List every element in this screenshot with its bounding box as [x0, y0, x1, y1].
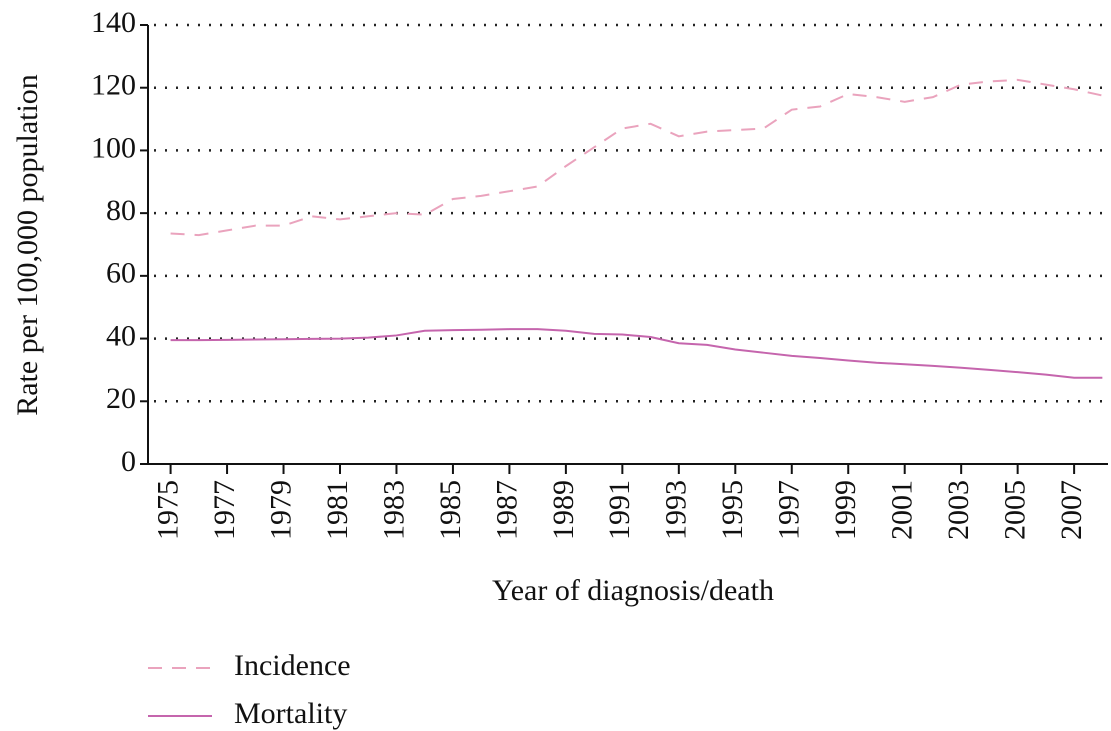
- x-tick-label: 1985: [434, 480, 467, 540]
- x-tick-label: 1991: [603, 480, 636, 540]
- y-tick-label: 140: [91, 6, 136, 39]
- x-tick-label: 2003: [942, 480, 975, 540]
- x-tick-label: 1975: [151, 480, 184, 540]
- x-tick-label: 1999: [829, 480, 862, 540]
- x-tick-label: 2005: [999, 480, 1032, 540]
- legend-label: Mortality: [234, 697, 347, 730]
- x-tick-label: 1995: [716, 480, 749, 540]
- x-tick-label: 1987: [490, 480, 523, 540]
- y-tick-label: 120: [91, 69, 136, 102]
- y-tick-label: 60: [106, 257, 136, 290]
- line-series: [170, 78, 1103, 237]
- x-tick-label: 1983: [377, 480, 410, 540]
- line-series: [170, 328, 1103, 379]
- x-tick-label: 1997: [773, 480, 806, 540]
- x-tick-label: 2007: [1055, 480, 1088, 540]
- legend-label: Incidence: [234, 649, 351, 682]
- y-tick-label: 80: [106, 194, 136, 227]
- x-tick-label: 1977: [208, 480, 241, 540]
- x-tick-label: 1989: [547, 480, 580, 540]
- y-axis-label: Rate per 100,000 population: [11, 74, 44, 416]
- y-tick-label: 100: [91, 131, 136, 164]
- y-tick-label: 40: [106, 319, 136, 352]
- x-tick-label: 1993: [660, 480, 693, 540]
- x-axis-label: Year of diagnosis/death: [492, 574, 774, 607]
- y-tick-label: 0: [121, 445, 136, 478]
- x-tick-label: 1979: [264, 480, 297, 540]
- y-tick-label: 20: [106, 382, 136, 415]
- x-tick-label: 2001: [886, 480, 919, 540]
- x-tick-label: 1981: [321, 480, 354, 540]
